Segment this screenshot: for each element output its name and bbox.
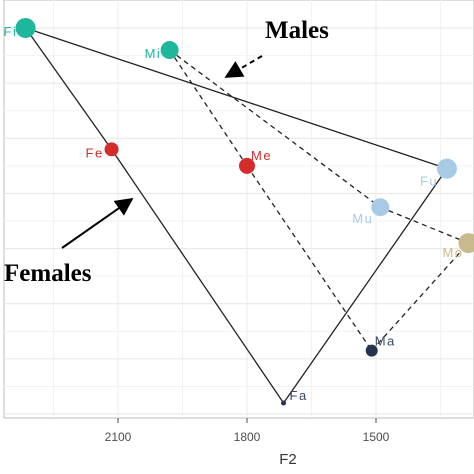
data-point-fa: [281, 400, 287, 406]
series-lines: [25, 27, 469, 404]
point-label-fa: Fa: [290, 388, 308, 403]
series-segment-males: [169, 49, 381, 208]
data-point-mu: [371, 198, 390, 217]
point-labels: Fi Mi Fe Me Fu Mu Mo Ma Fa: [4, 24, 463, 403]
series-segment-females: [283, 168, 448, 404]
data-point-ma: [365, 344, 378, 357]
data-point-fu: [436, 158, 457, 179]
x-tick-label: 2100: [105, 430, 132, 444]
series-segment-males: [246, 165, 373, 351]
annotations: Males Females: [4, 17, 329, 287]
annotation-males: Males: [265, 17, 329, 44]
data-point-me: [239, 157, 255, 174]
annotation-arrow-females: [61, 197, 134, 249]
plot-panel: [3, 0, 474, 419]
x-axis-title: F2: [279, 451, 297, 468]
series-segment-females: [111, 148, 285, 404]
x-tick-label: 1500: [363, 430, 390, 444]
point-label-mu: Mu: [352, 211, 373, 226]
annotation-arrow-males: [224, 55, 263, 78]
series-segment-males: [380, 206, 469, 244]
grid: [4, 0, 474, 418]
x-axis: 2100 1800 1500: [105, 418, 390, 444]
series-segment-males: [371, 242, 469, 352]
data-point-mo: [458, 233, 474, 254]
point-label-ma: Ma: [375, 334, 396, 349]
x-tick-label: 1800: [234, 430, 261, 444]
point-label-fi: Fi: [4, 24, 18, 39]
data-points: [15, 18, 474, 406]
data-point-fi: [15, 18, 36, 38]
data-point-mi: [160, 41, 179, 60]
series-segment-females: [25, 27, 448, 170]
series-segment-females: [25, 27, 113, 150]
point-label-mo: Mo: [442, 245, 463, 260]
point-label-me: Me: [251, 148, 272, 163]
point-label-fe: Fe: [86, 145, 104, 160]
data-point-fe: [104, 142, 119, 157]
annotation-females: Females: [4, 260, 92, 287]
point-label-fu: Fu: [420, 174, 438, 189]
point-label-mi: Mi: [145, 46, 162, 61]
